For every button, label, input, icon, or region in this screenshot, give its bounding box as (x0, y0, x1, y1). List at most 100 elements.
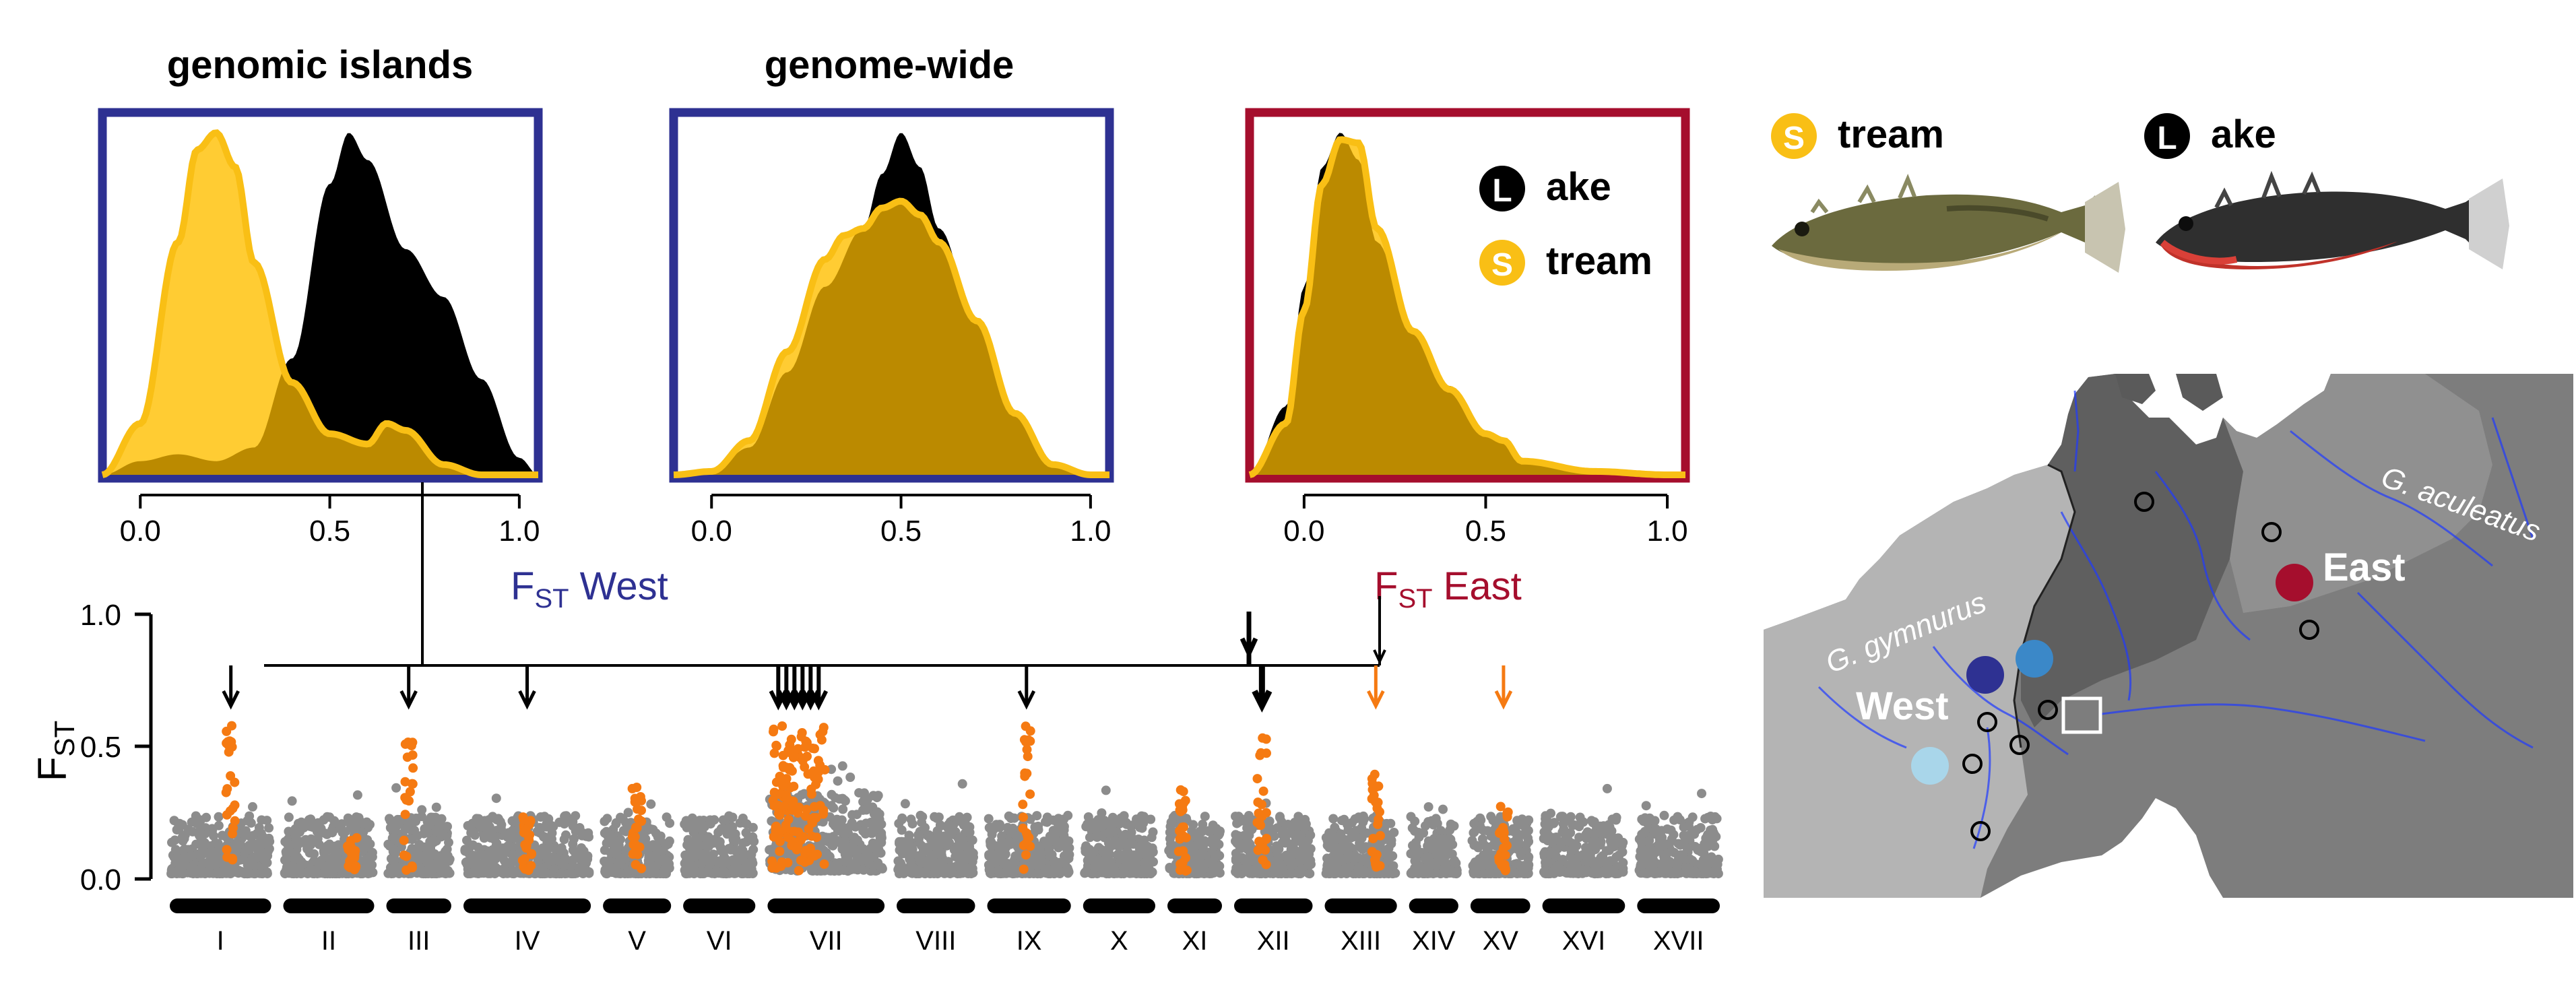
snp-point (1448, 867, 1458, 877)
snp-point (1673, 812, 1683, 822)
snp-point (216, 866, 226, 876)
x-axis-panel-1: 0.0 0.5 1.0 (120, 494, 540, 548)
x-tick-label: 0.0 (691, 515, 732, 548)
snp-point (998, 868, 1008, 878)
outlier-snp-point (796, 835, 806, 845)
snp-point (1410, 826, 1420, 836)
outlier-snp-point (633, 804, 642, 814)
snp-point (366, 866, 376, 876)
outlier-snp-point (1252, 818, 1262, 828)
snp-point (313, 818, 323, 828)
x-tick-label: 0.5 (880, 515, 922, 548)
snp-point (467, 825, 477, 835)
snp-point (187, 817, 197, 827)
snp-point (932, 813, 942, 823)
snp-point (906, 814, 916, 824)
snp-point (481, 863, 491, 873)
snp-point (1089, 847, 1099, 857)
snp-point (609, 848, 618, 858)
snp-point (1109, 826, 1119, 837)
snp-point (1440, 841, 1450, 851)
snp-point (1126, 821, 1135, 831)
snp-point (262, 816, 272, 826)
outlier-snp-point (1372, 862, 1382, 872)
outlier-snp-point (350, 865, 360, 875)
snp-point (942, 837, 953, 847)
snp-point (1382, 847, 1392, 857)
snp-point (619, 853, 629, 863)
snp-point (248, 801, 257, 812)
snp-point (303, 867, 313, 877)
outlier-snp-point (399, 835, 409, 845)
outlier-snp-point (400, 793, 410, 803)
outlier-snp-point (524, 835, 534, 845)
snp-point (833, 776, 843, 786)
snp-point (1575, 812, 1585, 822)
outlier-snp-point (1178, 802, 1188, 812)
snp-point (294, 865, 304, 876)
snp-point (1523, 853, 1533, 863)
snp-point (845, 773, 856, 782)
snp-point (1107, 868, 1117, 877)
snp-point (859, 852, 868, 862)
legend-stream-letter: S (1491, 247, 1513, 283)
snp-point (1085, 832, 1095, 843)
snp-point (827, 789, 837, 799)
outlier-snp-point (781, 762, 791, 773)
snp-point (928, 839, 938, 849)
snp-point (646, 799, 656, 809)
snp-point (352, 826, 362, 836)
snp-point (900, 837, 910, 847)
snp-point (1410, 856, 1420, 866)
snp-point (287, 796, 297, 806)
manhattan-points (166, 721, 1723, 879)
snp-point (728, 822, 738, 832)
legend-lake-letter: L (1492, 173, 1512, 209)
snp-point (493, 814, 503, 824)
outlier-snp-point (1261, 834, 1271, 845)
snp-point (1297, 834, 1306, 844)
snp-point (858, 805, 868, 815)
manhattan-y-axis: 1.0 0.5 0.0 FST (30, 599, 153, 896)
snp-point (837, 828, 847, 838)
snp-point (1469, 827, 1479, 837)
snp-point (906, 857, 916, 867)
snp-point (1519, 820, 1529, 830)
snp-point (335, 822, 346, 832)
snp-point (327, 867, 337, 877)
snp-point (871, 816, 881, 826)
snp-point (418, 869, 428, 879)
snp-point (1101, 785, 1111, 795)
axis-title-fst-east: FST East (1374, 564, 1522, 614)
snp-point (1274, 866, 1284, 876)
snp-point (509, 869, 519, 879)
snp-point (536, 812, 546, 822)
snp-point (699, 853, 709, 863)
snp-point (1147, 843, 1157, 853)
snp-point (1519, 863, 1529, 874)
snp-point (739, 865, 749, 876)
x-tick-label: 0.5 (309, 515, 350, 548)
snp-point (1508, 824, 1518, 834)
snp-point (1247, 865, 1257, 876)
y-tick-label-0-0: 0.0 (80, 863, 121, 896)
snp-point (294, 854, 304, 864)
snp-point (1567, 839, 1577, 849)
outlier-snp-point (1503, 807, 1513, 817)
snp-point (1303, 856, 1314, 866)
snp-point (1274, 844, 1284, 854)
outlier-snp-point (222, 810, 232, 820)
outlier-snp-point (1374, 781, 1384, 791)
snp-point (559, 819, 569, 829)
snp-point (1137, 849, 1147, 859)
snp-point (995, 822, 1005, 832)
snp-point (1555, 864, 1565, 874)
density-panel-east: 0.0 0.5 1.0 (1245, 108, 1690, 548)
outlier-snp-point (1256, 748, 1266, 758)
snp-point (241, 845, 251, 855)
panel-frame-west-2 (669, 108, 1114, 483)
snp-point (423, 828, 433, 838)
x-tick-label: 0.5 (1465, 515, 1506, 548)
snp-point (1125, 852, 1135, 862)
